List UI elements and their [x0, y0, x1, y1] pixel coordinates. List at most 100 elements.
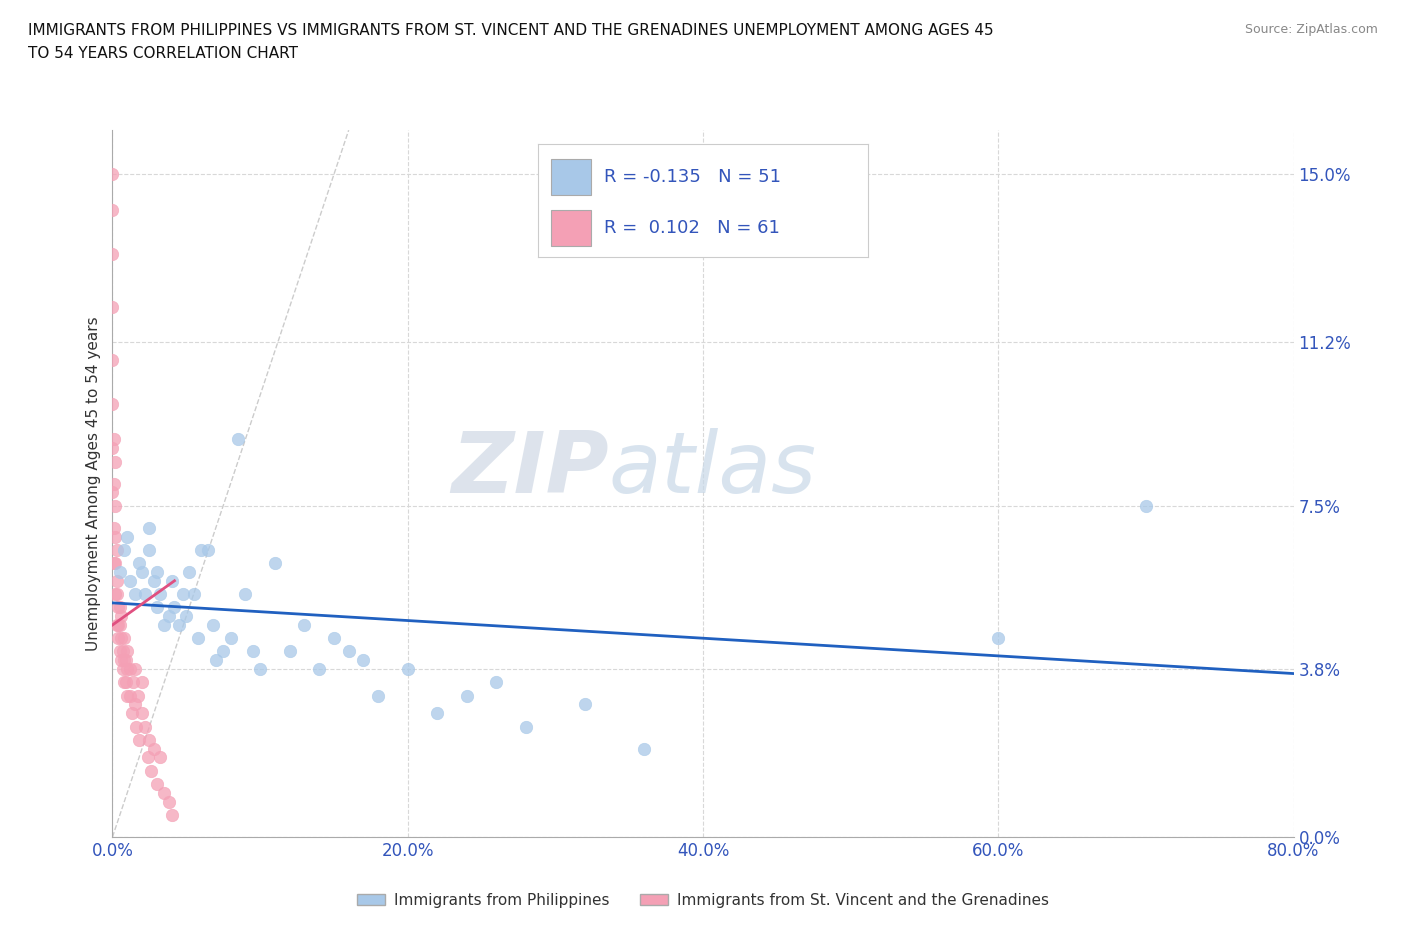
- Point: [103, 556, 125, 571]
- Point: [396, 662, 419, 677]
- Point: [104, 556, 127, 571]
- Point: [242, 644, 264, 658]
- Point: [112, 653, 135, 668]
- Point: [122, 675, 145, 690]
- Point: [108, 618, 131, 632]
- Point: [160, 807, 183, 822]
- Point: [125, 719, 148, 734]
- Point: [201, 618, 224, 632]
- Point: [205, 653, 228, 668]
- Point: [110, 653, 132, 668]
- Point: [117, 644, 138, 658]
- Legend: Immigrants from Philippines, Immigrants from St. Vincent and the Grenadines: Immigrants from Philippines, Immigrants …: [352, 887, 1054, 914]
- Point: [104, 498, 127, 513]
- Point: [124, 587, 146, 602]
- Point: [167, 618, 190, 632]
- Point: [138, 542, 160, 557]
- Point: [212, 644, 235, 658]
- Point: [105, 618, 128, 632]
- Point: [574, 698, 596, 712]
- Point: [136, 750, 159, 764]
- Point: [292, 618, 315, 632]
- Point: [108, 644, 131, 658]
- Point: [153, 618, 176, 632]
- Point: [264, 556, 287, 571]
- Point: [142, 573, 165, 589]
- Point: [104, 454, 127, 469]
- Text: ZIP: ZIP: [451, 428, 609, 511]
- Point: [108, 565, 131, 579]
- Point: [117, 688, 138, 703]
- Point: [323, 631, 346, 645]
- Point: [249, 662, 271, 677]
- Point: [337, 644, 360, 658]
- Point: [108, 600, 131, 615]
- Point: [117, 662, 138, 677]
- Point: [226, 432, 249, 447]
- Point: [174, 609, 197, 624]
- Point: [114, 675, 136, 690]
- Point: [110, 609, 132, 624]
- Point: [101, 485, 124, 500]
- Point: [128, 556, 150, 571]
- Point: [160, 573, 183, 589]
- Point: [179, 565, 201, 579]
- Point: [105, 542, 128, 557]
- Point: [101, 352, 124, 367]
- Point: [120, 688, 142, 703]
- Point: [146, 777, 169, 791]
- Point: [111, 662, 134, 677]
- Point: [107, 631, 129, 645]
- Point: [485, 675, 508, 690]
- Point: [121, 706, 143, 721]
- Point: [120, 573, 142, 589]
- Point: [187, 631, 209, 645]
- Point: [117, 529, 138, 544]
- Point: [138, 733, 160, 748]
- Point: [183, 587, 205, 602]
- Point: [1135, 498, 1157, 513]
- Point: [157, 609, 180, 624]
- Point: [107, 618, 129, 632]
- Point: [146, 565, 169, 579]
- Point: [114, 653, 136, 668]
- Point: [101, 396, 124, 411]
- Point: [197, 542, 219, 557]
- Point: [426, 706, 449, 721]
- Point: [149, 587, 172, 602]
- Point: [142, 741, 165, 756]
- Text: IMMIGRANTS FROM PHILIPPINES VS IMMIGRANTS FROM ST. VINCENT AND THE GRENADINES UN: IMMIGRANTS FROM PHILIPPINES VS IMMIGRANT…: [28, 23, 994, 38]
- Point: [101, 299, 124, 314]
- Point: [127, 688, 149, 703]
- Point: [103, 476, 125, 491]
- Point: [107, 600, 129, 615]
- Point: [105, 587, 128, 602]
- Point: [131, 706, 153, 721]
- Point: [172, 587, 194, 602]
- Point: [134, 719, 156, 734]
- Point: [112, 675, 135, 690]
- Text: Source: ZipAtlas.com: Source: ZipAtlas.com: [1244, 23, 1378, 36]
- Point: [105, 573, 128, 589]
- Point: [633, 741, 655, 756]
- Point: [190, 542, 212, 557]
- Point: [124, 698, 146, 712]
- Point: [104, 587, 127, 602]
- Point: [352, 653, 374, 668]
- Point: [128, 733, 150, 748]
- Point: [111, 644, 134, 658]
- Point: [233, 587, 256, 602]
- Point: [131, 675, 153, 690]
- Point: [515, 719, 537, 734]
- Point: [112, 631, 135, 645]
- Y-axis label: Unemployment Among Ages 45 to 54 years: Unemployment Among Ages 45 to 54 years: [86, 316, 101, 651]
- Point: [987, 631, 1010, 645]
- Point: [219, 631, 242, 645]
- Point: [103, 432, 125, 447]
- Point: [110, 631, 132, 645]
- Point: [101, 441, 124, 456]
- Point: [139, 764, 162, 778]
- Point: [134, 587, 156, 602]
- Point: [163, 600, 186, 615]
- Point: [101, 246, 124, 261]
